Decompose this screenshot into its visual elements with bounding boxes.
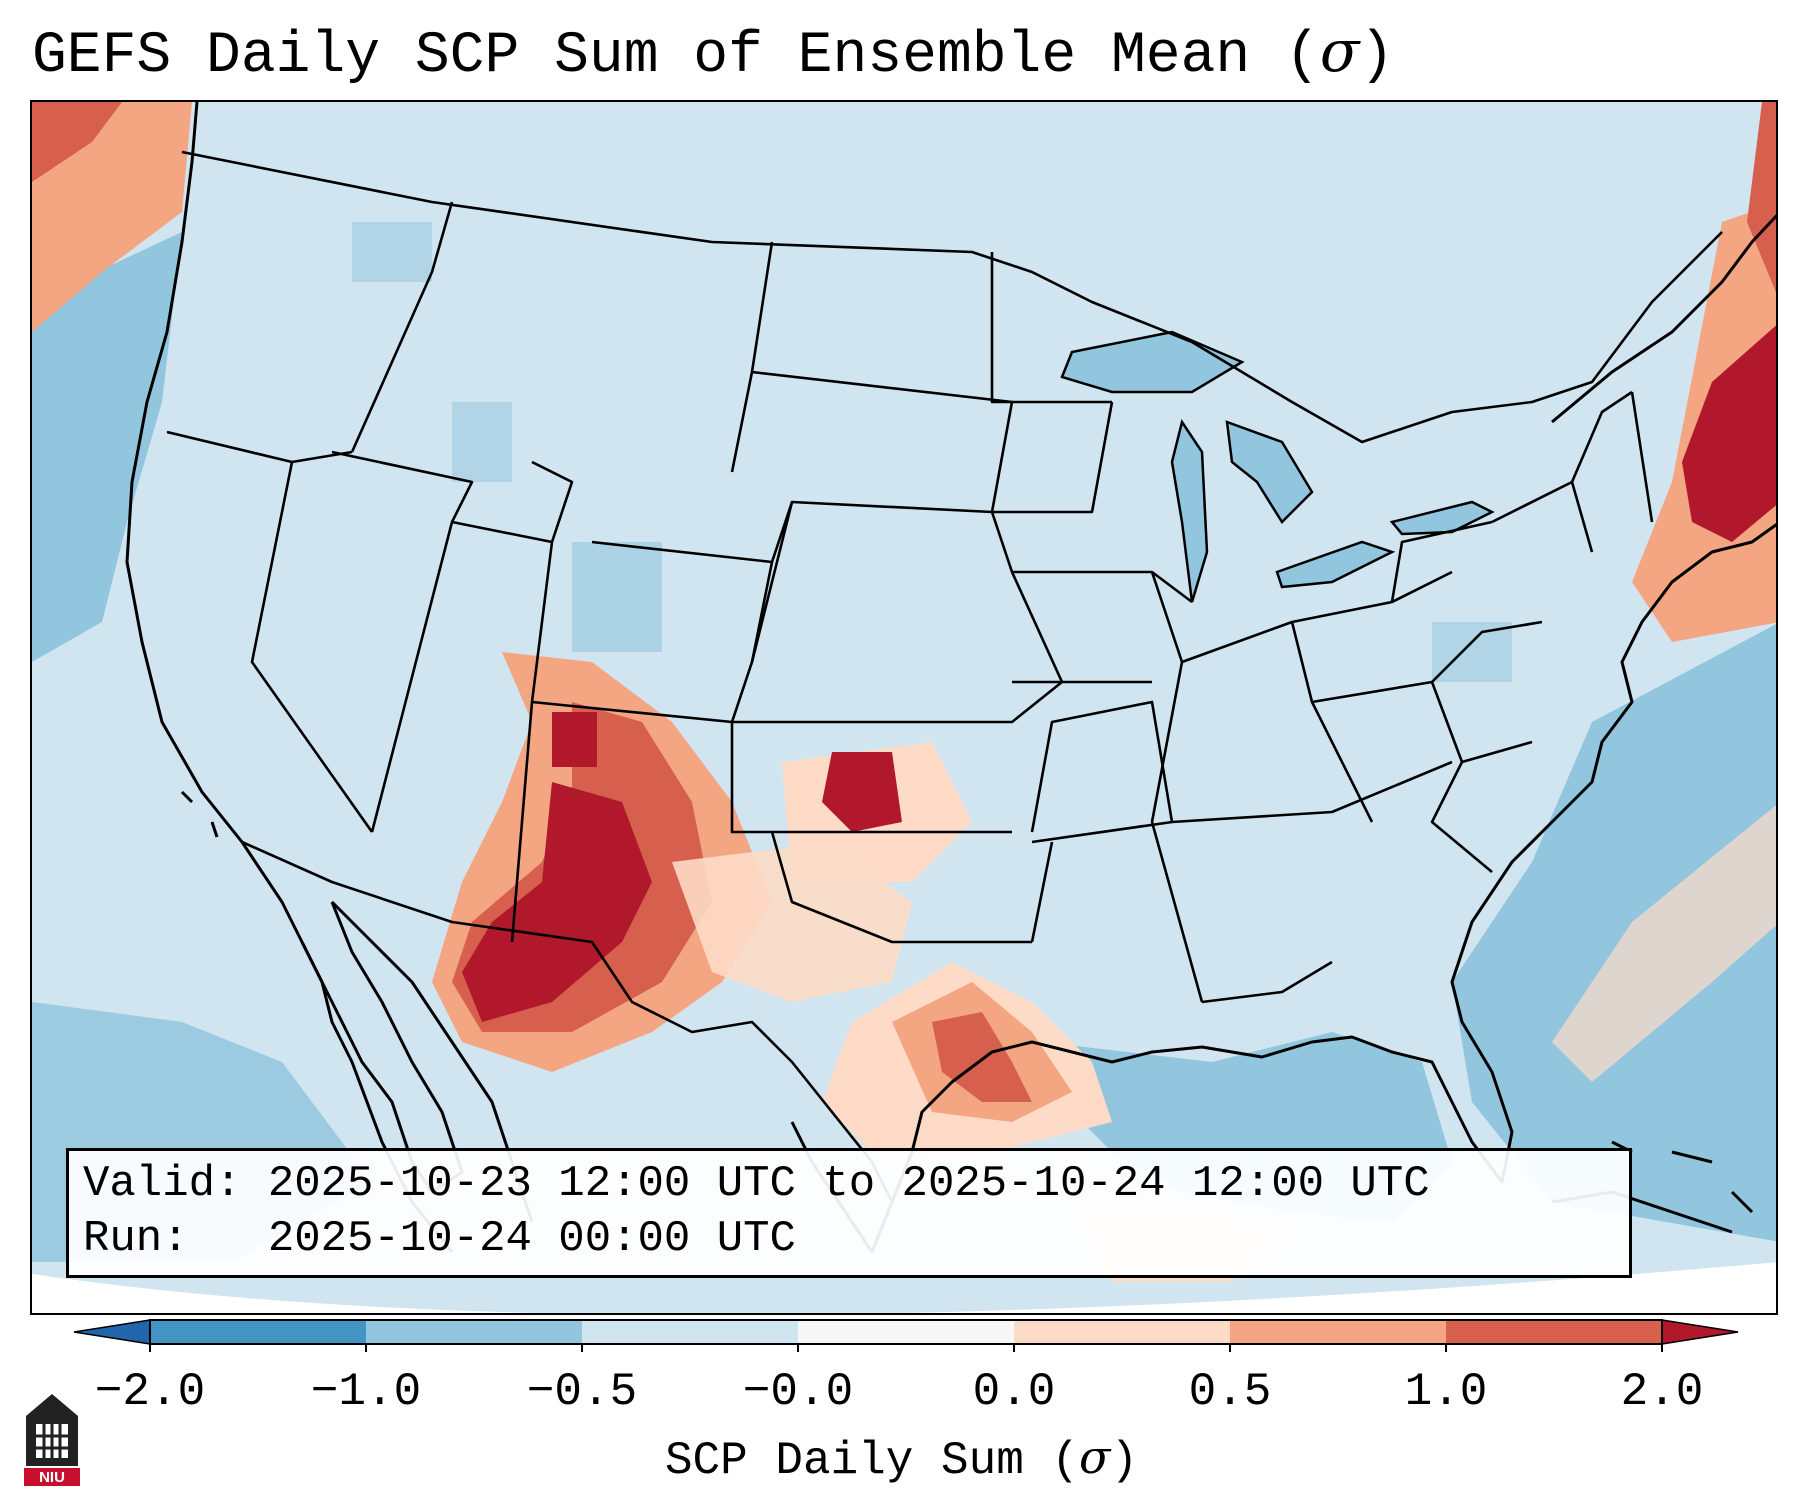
patch [572,542,662,652]
colorbar-bin [1014,1320,1230,1344]
atlantic-ocean [1452,624,1776,1242]
anomaly-ne-top [1747,102,1776,293]
projection-edge [32,1262,1776,1313]
gulf-coast [870,523,1776,1253]
patch [352,222,432,282]
canada-coast [1551,214,1776,424]
patch [1432,622,1512,682]
anomaly-tx [672,842,912,1002]
state-borders [166,150,1723,1203]
lake-superior [1060,330,1245,394]
colorbar-over-arrow [1661,1319,1739,1345]
colorbar-tick-label: 0.5 [1188,1366,1272,1418]
map-panel [30,100,1778,1315]
run-label: Run: [83,1214,189,1264]
valid-info-box: Valid: 2025-10-23 12:00 UTC to 2025-10-2… [66,1148,1632,1278]
colorbar-frame [149,1319,1663,1345]
colorbar-label: SCP Daily Sum (σ) [664,1430,1139,1487]
colorbar-bin [150,1320,366,1344]
anomaly-nw [32,102,192,332]
logo-text: NIU [39,1469,65,1486]
valid-label: Valid: [83,1159,242,1209]
anomaly-sw-core [462,782,652,1022]
colorbar-tick-label: 1.0 [1404,1366,1488,1418]
colorbar-bin [582,1320,798,1344]
colorbar-tick-label: −2.0 [94,1366,206,1418]
colorbar-under-arrow [73,1319,151,1345]
colorbar-tick-label: 2.0 [1620,1366,1704,1418]
run-value: 2025-10-24 00:00 UTC [267,1214,796,1264]
map-canvas [32,102,1776,1313]
lake-erie [1275,540,1396,589]
lake-huron [1225,420,1314,524]
us-mexico-border [241,840,894,1203]
chart-title: GEFS Daily SCP Sum of Ensemble Mean (σ) [32,17,1395,89]
niu-logo: NIU [24,1394,80,1486]
colorbar-bin [1230,1320,1446,1344]
pacific-ocean [32,232,182,662]
west-coast [125,102,454,1253]
valid-value: 2025-10-23 12:00 UTC to 2025-10-24 12:00… [267,1159,1430,1209]
colorbar-tick-label: −0.0 [742,1366,854,1418]
colorbar-tick-label: −0.5 [526,1366,638,1418]
anomaly-ne-core [1682,325,1776,542]
colorbar-ticks [149,1344,1663,1352]
colorbar-bin [1446,1320,1662,1344]
colorbar [73,1319,1739,1352]
colorbar-bin [798,1320,1014,1344]
anomaly-sw-patch [552,712,597,767]
colorbar-tick-label: −1.0 [310,1366,422,1418]
anomaly-ok-core [822,752,902,832]
colorbar-bin [366,1320,582,1344]
atlantic-band [1552,805,1776,1082]
patch [452,402,512,482]
us-canada-border [181,150,1723,444]
colorbar-tick-label: 0.0 [972,1366,1056,1418]
anomaly-nw-core [32,102,122,182]
lake-ontario [1389,500,1495,536]
